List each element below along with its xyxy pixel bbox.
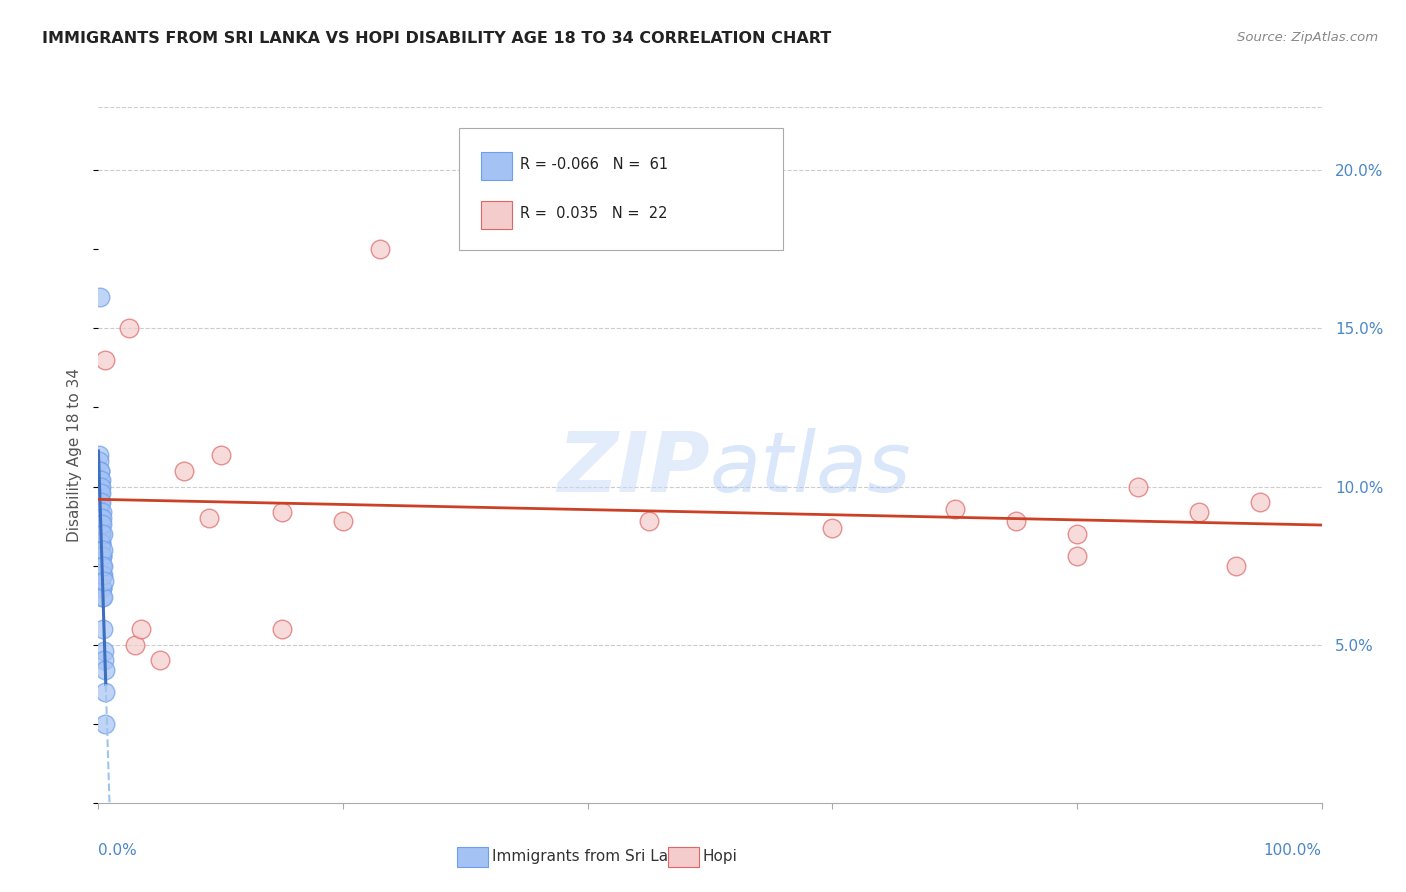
Point xyxy=(91,568,114,582)
Point xyxy=(90,517,112,532)
Point xyxy=(90,536,112,550)
Point xyxy=(173,464,195,478)
Point xyxy=(149,653,172,667)
Point xyxy=(90,558,112,573)
Point xyxy=(1225,558,1247,573)
Point xyxy=(270,622,294,636)
Point xyxy=(90,479,112,493)
Text: R =  0.035   N =  22: R = 0.035 N = 22 xyxy=(520,206,668,221)
Point xyxy=(90,549,112,563)
Point xyxy=(89,527,111,541)
Point xyxy=(943,501,966,516)
Point xyxy=(90,558,112,573)
Text: IMMIGRANTS FROM SRI LANKA VS HOPI DISABILITY AGE 18 TO 34 CORRELATION CHART: IMMIGRANTS FROM SRI LANKA VS HOPI DISABI… xyxy=(42,31,831,46)
Point xyxy=(91,591,114,605)
Point xyxy=(89,536,111,550)
Point xyxy=(93,663,115,677)
Point xyxy=(124,638,146,652)
Point xyxy=(89,511,111,525)
Point xyxy=(91,511,114,525)
Point xyxy=(91,591,114,605)
Point xyxy=(89,454,111,468)
Text: ZIP: ZIP xyxy=(557,428,710,509)
Point xyxy=(89,486,111,500)
Point xyxy=(90,549,112,563)
Point xyxy=(91,558,114,573)
Point xyxy=(89,505,111,519)
Point xyxy=(89,527,111,541)
Point xyxy=(91,568,114,582)
Point xyxy=(89,542,111,557)
Point xyxy=(93,353,115,368)
Point xyxy=(90,527,112,541)
Point xyxy=(90,542,112,557)
Point xyxy=(87,495,110,509)
Point xyxy=(1004,514,1026,528)
Text: 100.0%: 100.0% xyxy=(1264,843,1322,858)
Text: 0.0%: 0.0% xyxy=(98,843,138,858)
Point xyxy=(89,290,111,304)
Point xyxy=(89,505,111,519)
Point xyxy=(90,495,112,509)
Point xyxy=(89,464,111,478)
Point xyxy=(90,505,112,519)
Point xyxy=(87,448,110,462)
Point xyxy=(93,574,115,589)
FancyBboxPatch shape xyxy=(481,201,512,229)
Point xyxy=(89,517,111,532)
Point xyxy=(270,505,294,519)
Point xyxy=(89,473,111,487)
FancyBboxPatch shape xyxy=(460,128,783,250)
Point xyxy=(90,527,112,541)
Point xyxy=(332,514,354,528)
Point xyxy=(91,622,114,636)
Point xyxy=(89,536,111,550)
Text: Hopi: Hopi xyxy=(703,849,738,863)
Point xyxy=(1128,479,1150,493)
Point xyxy=(91,517,114,532)
Text: R = -0.066   N =  61: R = -0.066 N = 61 xyxy=(520,157,669,172)
Point xyxy=(93,653,115,667)
Point xyxy=(118,321,141,335)
Point xyxy=(89,511,111,525)
Point xyxy=(129,622,152,636)
Point xyxy=(91,527,114,541)
FancyBboxPatch shape xyxy=(481,153,512,180)
Point xyxy=(197,511,219,525)
Point xyxy=(90,486,112,500)
Point xyxy=(89,521,111,535)
Point xyxy=(90,536,112,550)
Y-axis label: Disability Age 18 to 34: Disability Age 18 to 34 xyxy=(67,368,83,542)
Point xyxy=(91,558,114,573)
Point xyxy=(93,644,115,658)
Point xyxy=(821,521,844,535)
Point xyxy=(89,479,111,493)
Point xyxy=(89,495,111,509)
Text: Source: ZipAtlas.com: Source: ZipAtlas.com xyxy=(1237,31,1378,45)
Point xyxy=(209,448,232,462)
Point xyxy=(90,568,112,582)
Text: Immigrants from Sri Lanka: Immigrants from Sri Lanka xyxy=(492,849,696,863)
Point xyxy=(93,685,115,699)
Point xyxy=(1188,505,1211,519)
Point xyxy=(368,243,391,257)
Point xyxy=(90,581,112,595)
Point xyxy=(1250,495,1272,509)
Point xyxy=(89,464,111,478)
Point xyxy=(90,549,112,563)
Point xyxy=(1066,549,1088,563)
Point xyxy=(637,514,661,528)
Point xyxy=(91,581,114,595)
Point xyxy=(89,511,111,525)
Point xyxy=(90,473,112,487)
Point xyxy=(94,716,117,731)
Point xyxy=(1066,527,1088,541)
Point xyxy=(91,542,114,557)
Point xyxy=(91,549,114,563)
Point xyxy=(89,527,111,541)
Text: atlas: atlas xyxy=(710,428,911,509)
